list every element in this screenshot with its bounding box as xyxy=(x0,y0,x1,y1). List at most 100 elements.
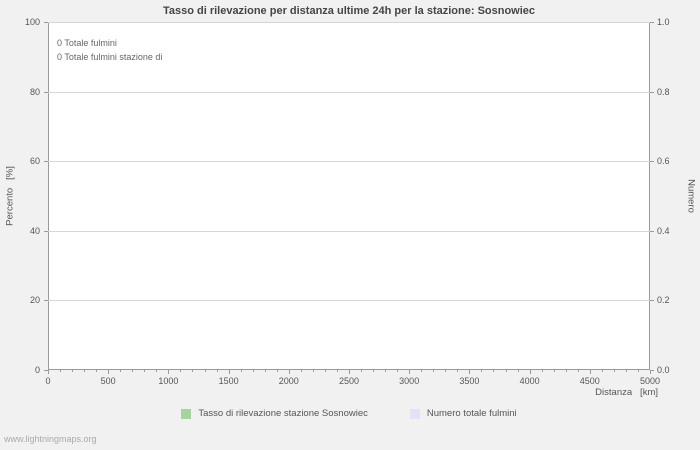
legend-swatch-total-lightning xyxy=(409,408,420,419)
x-minor-tick xyxy=(625,370,627,372)
gridline xyxy=(48,22,650,23)
x-minor-tick xyxy=(144,370,146,372)
x-minor-tick xyxy=(300,370,302,372)
x-minor-tick xyxy=(397,370,399,372)
x-minor-tick xyxy=(216,370,218,372)
legend-item-detection-rate: Tasso di rilevazione stazione Sosnowiec xyxy=(181,408,368,419)
y-right-tick-label: 0.2 xyxy=(657,295,670,306)
x-minor-tick xyxy=(361,370,363,372)
x-minor-tick xyxy=(577,370,579,372)
y-right-tick-label: 1.0 xyxy=(657,17,670,27)
chart-title: Tasso di rilevazione per distanza ultime… xyxy=(162,5,536,17)
x-minor-tick xyxy=(613,370,615,372)
x-minor-tick xyxy=(240,370,242,372)
x-minor-tick xyxy=(601,370,603,372)
y-axis-label-left: Percento [%] xyxy=(4,166,16,226)
gridline xyxy=(48,91,650,93)
x-minor-tick xyxy=(204,370,206,372)
legend-swatch-detection-rate xyxy=(181,408,192,419)
y-right-tick-label: 0.8 xyxy=(657,86,670,97)
chart-annotations: 0 Totale fulmini 0 Totale fulmini stazio… xyxy=(57,36,162,64)
annotation-total-lightning: 0 Totale fulmini xyxy=(57,38,117,48)
y-left-tick-label: 80 xyxy=(29,86,40,97)
x-minor-tick xyxy=(264,370,266,372)
legend-label-detection-rate: Tasso di rilevazione stazione Sosnowiec xyxy=(198,408,368,419)
x-tick-label: 1500 xyxy=(218,376,239,386)
x-tick xyxy=(288,370,290,374)
y-right-tick xyxy=(650,91,654,93)
x-minor-tick xyxy=(565,370,567,372)
x-tick xyxy=(168,370,170,374)
y-left-tick xyxy=(44,91,48,93)
gridline xyxy=(48,161,650,163)
y-right-tick xyxy=(650,300,654,302)
watermark-link: www.lightningmaps.org xyxy=(4,434,97,444)
x-minor-tick xyxy=(385,370,387,372)
x-minor-tick xyxy=(481,370,483,372)
x-minor-tick xyxy=(96,370,98,372)
y-left-tick-label: 60 xyxy=(29,156,40,167)
x-tick xyxy=(108,370,110,374)
x-minor-tick xyxy=(312,370,314,372)
y-right-tick xyxy=(650,370,654,371)
x-minor-tick xyxy=(60,370,62,372)
y-right-tick-label: 0.0 xyxy=(657,365,670,375)
x-minor-tick xyxy=(180,370,182,372)
y-right-tick-label: 0.6 xyxy=(657,156,670,167)
gridline xyxy=(48,300,650,302)
annotation-station-lightning: 0 Totale fulmini stazione di xyxy=(57,52,163,62)
x-tick-label: 4500 xyxy=(579,376,600,386)
x-minor-tick xyxy=(553,370,555,372)
x-minor-tick xyxy=(433,370,435,372)
y-left-tick xyxy=(44,370,48,371)
x-tick-label: 5000 xyxy=(639,376,661,386)
y-left-tick xyxy=(44,230,48,232)
x-minor-tick xyxy=(324,370,326,372)
x-minor-tick xyxy=(457,370,459,372)
x-tick-label: 0 xyxy=(45,376,51,386)
x-tick xyxy=(228,370,230,374)
y-left-tick-label: 100 xyxy=(24,17,40,27)
x-tick-label: 500 xyxy=(100,376,116,386)
x-tick xyxy=(589,370,591,374)
y-right-tick-label: 0.4 xyxy=(657,225,670,236)
x-minor-tick xyxy=(373,370,375,372)
x-minor-tick xyxy=(493,370,495,372)
x-tick xyxy=(409,370,411,374)
x-tick-label: 3000 xyxy=(399,376,420,386)
y-left-tick-label: 0 xyxy=(34,365,40,375)
x-tick-label: 4000 xyxy=(519,376,540,386)
y-right-tick xyxy=(650,22,654,23)
x-axis-label: Distanza [km] xyxy=(595,387,658,398)
y-right-tick xyxy=(650,161,654,163)
x-minor-tick xyxy=(505,370,507,372)
x-tick-label: 1000 xyxy=(158,376,179,386)
y-axis-label-right: Numero xyxy=(685,179,697,213)
x-minor-tick xyxy=(336,370,338,372)
x-minor-tick xyxy=(132,370,134,372)
gridline xyxy=(48,230,650,232)
x-tick xyxy=(48,370,49,374)
x-minor-tick xyxy=(156,370,158,372)
y-left-tick xyxy=(44,22,48,23)
y-left-tick xyxy=(44,161,48,163)
x-tick-label: 2500 xyxy=(338,376,360,386)
x-minor-tick xyxy=(421,370,423,372)
y-right-tick xyxy=(650,230,654,232)
x-minor-tick xyxy=(252,370,254,372)
x-minor-tick xyxy=(192,370,194,372)
x-tick xyxy=(349,370,350,374)
chart-legend: Tasso di rilevazione stazione Sosnowiec … xyxy=(48,408,650,419)
x-minor-tick xyxy=(72,370,74,372)
x-minor-tick xyxy=(637,370,639,372)
x-minor-tick xyxy=(120,370,122,372)
x-tick xyxy=(650,370,651,374)
x-minor-tick xyxy=(276,370,278,372)
x-minor-tick xyxy=(541,370,543,372)
y-left-tick-label: 20 xyxy=(29,295,40,306)
x-tick xyxy=(529,370,531,374)
legend-label-total-lightning: Numero totale fulmini xyxy=(426,408,517,419)
y-left-tick-label: 40 xyxy=(29,225,40,236)
x-tick-label: 3500 xyxy=(459,376,480,386)
